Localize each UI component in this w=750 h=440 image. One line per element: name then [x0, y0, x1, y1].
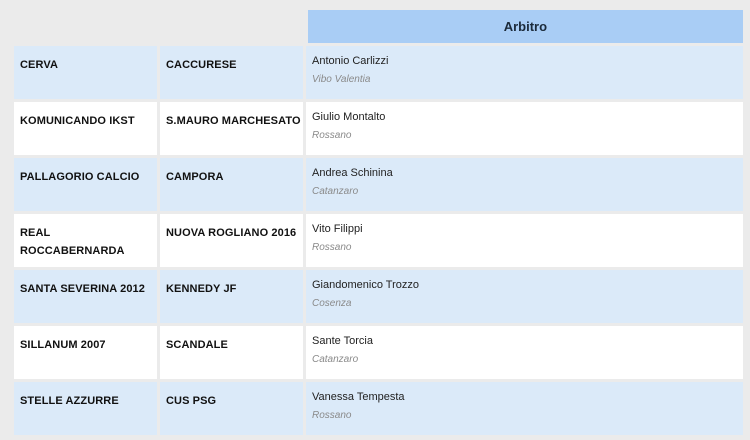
referee-city: Rossano — [312, 130, 352, 141]
header-spacer — [14, 10, 305, 43]
referee-name: Vito Filippi — [312, 223, 363, 235]
referee-city: Rossano — [312, 410, 352, 421]
referee-name: Sante Torcia — [312, 335, 373, 347]
referee-cell: Giandomenico Trozzo Cosenza — [306, 270, 743, 323]
home-team: SANTA SEVERINA 2012 — [20, 283, 145, 295]
table-row: PALLAGORIO CALCIO CAMPORA Andrea Schinin… — [14, 158, 743, 211]
away-team-cell: KENNEDY JF — [160, 270, 303, 323]
home-team: SILLANUM 2007 — [20, 339, 106, 351]
table-row: STELLE AZZURRE CUS PSG Vanessa Tempesta … — [14, 382, 743, 435]
home-team-cell: SANTA SEVERINA 2012 — [14, 270, 157, 323]
home-team: STELLE AZZURRE — [20, 395, 119, 407]
table-row: SILLANUM 2007 SCANDALE Sante Torcia Cata… — [14, 326, 743, 379]
away-team-cell: CAMPORA — [160, 158, 303, 211]
away-team: CAMPORA — [166, 171, 224, 183]
home-team: KOMUNICANDO IKST — [20, 115, 135, 127]
away-team: KENNEDY JF — [166, 283, 237, 295]
referee-city: Vibo Valentia — [312, 74, 371, 85]
away-team: S.MAURO MARCHESATO — [166, 115, 301, 127]
home-team: CERVA — [20, 59, 58, 71]
matches-table: Arbitro CERVA CACCURESE Antonio Carlizzi… — [14, 10, 743, 438]
referee-cell: Vito Filippi Rossano — [306, 214, 743, 267]
table-row: REAL ROCCABERNARDA NUOVA ROGLIANO 2016 V… — [14, 214, 743, 267]
referee-cell: Sante Torcia Catanzaro — [306, 326, 743, 379]
home-team-cell: REAL ROCCABERNARDA — [14, 214, 157, 267]
home-team-cell: KOMUNICANDO IKST — [14, 102, 157, 155]
away-team-cell: S.MAURO MARCHESATO — [160, 102, 303, 155]
home-team: REAL ROCCABERNARDA — [20, 227, 125, 257]
home-team-cell: SILLANUM 2007 — [14, 326, 157, 379]
table-row: KOMUNICANDO IKST S.MAURO MARCHESATO Giul… — [14, 102, 743, 155]
referee-cell: Giulio Montalto Rossano — [306, 102, 743, 155]
away-team-cell: NUOVA ROGLIANO 2016 — [160, 214, 303, 267]
referee-name: Vanessa Tempesta — [312, 391, 405, 403]
referee-city: Catanzaro — [312, 186, 359, 197]
table-header: Arbitro — [14, 10, 743, 43]
away-team: NUOVA ROGLIANO 2016 — [166, 227, 297, 239]
referee-city: Catanzaro — [312, 354, 359, 365]
away-team-cell: SCANDALE — [160, 326, 303, 379]
away-team: SCANDALE — [166, 339, 228, 351]
referee-column-header: Arbitro — [307, 10, 743, 43]
away-team-cell: CUS PSG — [160, 382, 303, 435]
referee-name: Antonio Carlizzi — [312, 55, 389, 67]
home-team-cell: PALLAGORIO CALCIO — [14, 158, 157, 211]
home-team-cell: CERVA — [14, 46, 157, 99]
away-team: CUS PSG — [166, 395, 217, 407]
table-row: CERVA CACCURESE Antonio Carlizzi Vibo Va… — [14, 46, 743, 99]
referee-cell: Vanessa Tempesta Rossano — [306, 382, 743, 435]
away-team-cell: CACCURESE — [160, 46, 303, 99]
referee-cell: Antonio Carlizzi Vibo Valentia — [306, 46, 743, 99]
referee-city: Rossano — [312, 242, 352, 253]
referee-city: Cosenza — [312, 298, 352, 309]
home-team-cell: STELLE AZZURRE — [14, 382, 157, 435]
referee-name: Giulio Montalto — [312, 111, 386, 123]
table-row: SANTA SEVERINA 2012 KENNEDY JF Giandomen… — [14, 270, 743, 323]
home-team: PALLAGORIO CALCIO — [20, 171, 140, 183]
referee-name: Giandomenico Trozzo — [312, 279, 419, 291]
referee-cell: Andrea Schinina Catanzaro — [306, 158, 743, 211]
referee-name: Andrea Schinina — [312, 167, 393, 179]
away-team: CACCURESE — [166, 59, 237, 71]
